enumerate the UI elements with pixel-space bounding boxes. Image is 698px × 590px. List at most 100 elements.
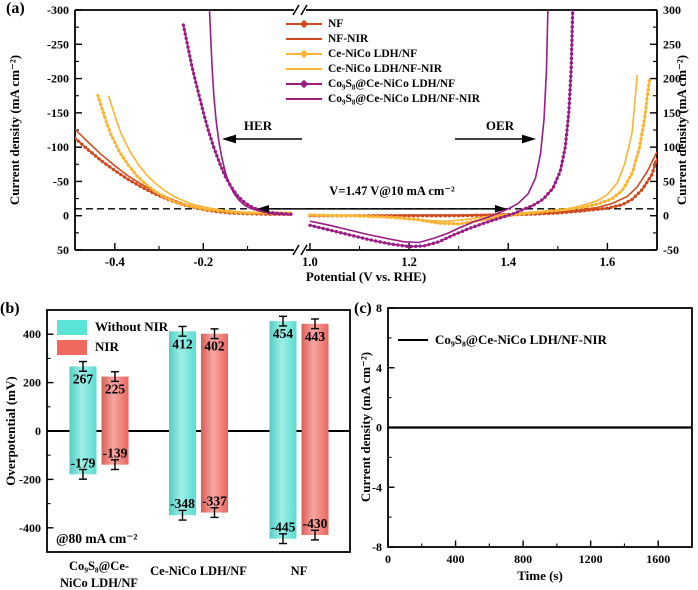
svg-text:-100: -100 — [47, 140, 69, 154]
category-label: Co₉S₈@Ce- — [69, 559, 129, 573]
nf-nir-line-sample — [286, 34, 322, 44]
curve-nf-nir — [75, 128, 657, 217]
svg-text:-4: -4 — [372, 480, 382, 494]
bar-value-label: -139 — [103, 446, 128, 461]
bar-value-label: -348 — [170, 496, 195, 511]
panel-b-ylabel: Overpotential (mV) — [3, 376, 18, 486]
svg-text:4: 4 — [376, 361, 382, 375]
bar-value-label: -337 — [202, 494, 227, 509]
legend-label: Ce-NiCo LDH/NF — [328, 47, 418, 60]
bar — [169, 331, 196, 516]
legend-label: NF-NIR — [328, 32, 369, 45]
svg-text:800: 800 — [514, 552, 532, 566]
bar-value-label: -445 — [271, 520, 296, 535]
svg-text:-250: -250 — [47, 37, 69, 51]
bar-value-label: 402 — [204, 339, 225, 354]
legend-item-ce-nico: Ce-NiCo LDH/NF — [286, 46, 480, 61]
legend-label: Ce-NiCo LDH/NF-NIR — [328, 62, 443, 75]
svg-text:1200: 1200 — [579, 552, 603, 566]
oer-annotation: OER — [485, 118, 515, 133]
svg-text:0: 0 — [385, 552, 391, 566]
bar — [301, 323, 329, 536]
bar-value-label: 412 — [172, 336, 193, 351]
panel-c-plot: -8 -4 0 4 8 0 400 800 1200 1600 — [372, 301, 693, 566]
panel-a-ylabel-left: Current density (mA cm⁻²) — [7, 54, 22, 206]
svg-text:1.0: 1.0 — [302, 255, 318, 269]
svg-text:-50: -50 — [663, 243, 679, 257]
svg-text:150: 150 — [663, 106, 681, 120]
voltage-arrow-right — [495, 205, 507, 213]
legend-item-nf: NF — [286, 16, 480, 31]
legend-label: Co₉S₈@Ce-NiCo LDH/NF — [328, 77, 456, 90]
svg-text:0: 0 — [35, 424, 41, 438]
legend-item-ce-nico-nir: Ce-NiCo LDH/NF-NIR — [286, 61, 480, 76]
panel-a-ylabel-right: Current density (mA cm⁻²) — [674, 54, 689, 206]
svg-text:-8: -8 — [372, 540, 382, 554]
her-arrow — [222, 134, 236, 144]
legend-item-nir: NIR — [57, 337, 168, 357]
legend-item-co9s8: Co₉S₈@Ce-NiCo LDH/NF — [286, 76, 480, 91]
svg-text:1.6: 1.6 — [600, 255, 616, 269]
bar-series-nir: 225 -139 402 -337 443 -430 — [101, 318, 329, 541]
legend-label: Without NIR — [95, 319, 169, 334]
curve-co-s-ce-nico-ldh-nf-nir — [208, 9, 549, 244]
svg-text:1.4: 1.4 — [500, 255, 516, 269]
panel-a-ticks: -300 -250 -200 -150 -100 -50 0 50 300 250 200 150 10… — [47, 3, 681, 269]
bar — [201, 333, 228, 513]
svg-text:0: 0 — [376, 421, 382, 435]
panel-b-tag: (b) — [0, 300, 20, 317]
panel-b-annotation: @80 mA cm⁻² — [56, 531, 138, 546]
svg-text:0: 0 — [663, 209, 669, 223]
svg-text:-200: -200 — [47, 72, 69, 86]
svg-text:-400: -400 — [19, 521, 41, 535]
svg-text:200: 200 — [663, 72, 681, 86]
bar-value-label: 443 — [305, 329, 326, 344]
voltage-annotation: V=1.47 V@10 mA cm⁻² — [329, 184, 455, 198]
panel-c-legend: Co₉S₈@Ce-NiCo LDH/NF-NIR — [398, 332, 607, 348]
category-label: NiCo LDH/NF — [60, 576, 138, 590]
panel-a-xlabel: Potential (V vs. RHE) — [305, 269, 427, 284]
legend-label: Co₉S₈@Ce-NiCo LDH/NF-NIR — [328, 92, 481, 105]
svg-text:-300: -300 — [47, 3, 69, 17]
svg-text:250: 250 — [663, 37, 681, 51]
ce-nico-nir-line-sample — [286, 64, 322, 74]
panel-b-plot: -400 -200 0 200 400 267 -179 412 -348 454 -445 225 -… — [19, 309, 351, 590]
nir-swatch — [57, 339, 87, 355]
bar-value-label: 267 — [73, 371, 94, 386]
panel-a-arrows — [222, 134, 536, 213]
bar — [269, 321, 297, 539]
curve-ce-nico-ldh-nf-nir — [107, 75, 638, 223]
svg-text:-200: -200 — [19, 472, 41, 486]
svg-text:100: 100 — [663, 140, 681, 154]
panel-c-xlabel: Time (s) — [517, 568, 563, 583]
category-label: Ce-NiCo LDH/NF — [150, 564, 247, 578]
legend-item-nf-nir: NF-NIR — [286, 31, 480, 46]
svg-text:200: 200 — [23, 376, 41, 390]
legend-item-without-nir: Without NIR — [57, 317, 168, 337]
bar — [101, 376, 129, 465]
without-nir-swatch — [57, 319, 87, 335]
co9s8-line-sample — [286, 79, 322, 89]
legend-label: Co₉S₈@Ce-NiCo LDH/NF-NIR — [435, 332, 607, 347]
panel-c-ylabel: Current density (mA cm⁻²) — [358, 351, 373, 503]
svg-text:1600: 1600 — [646, 552, 670, 566]
svg-text:1.2: 1.2 — [401, 255, 417, 269]
svg-text:50: 50 — [57, 243, 69, 257]
oer-arrow — [522, 134, 536, 144]
panel-b-legend: Without NIR NIR — [57, 317, 168, 357]
bar-series-without-nir: 267 -179 412 -348 454 -445 — [69, 315, 297, 545]
svg-text:300: 300 — [663, 3, 681, 17]
category-label: NF — [291, 564, 308, 578]
co9s8-nir-line-sample — [286, 94, 322, 104]
her-annotation: HER — [243, 118, 273, 133]
svg-text:0: 0 — [63, 209, 69, 223]
svg-text:-0.4: -0.4 — [105, 255, 126, 269]
panel-c-tag: (c) — [354, 300, 372, 317]
svg-text:400: 400 — [447, 552, 465, 566]
legend-item-co9s8-nir: Co₉S₈@Ce-NiCo LDH/NF-NIR — [286, 91, 480, 106]
bar — [69, 366, 97, 475]
svg-text:-0.2: -0.2 — [193, 255, 213, 269]
co9s8-nir-line-sample — [398, 338, 428, 342]
